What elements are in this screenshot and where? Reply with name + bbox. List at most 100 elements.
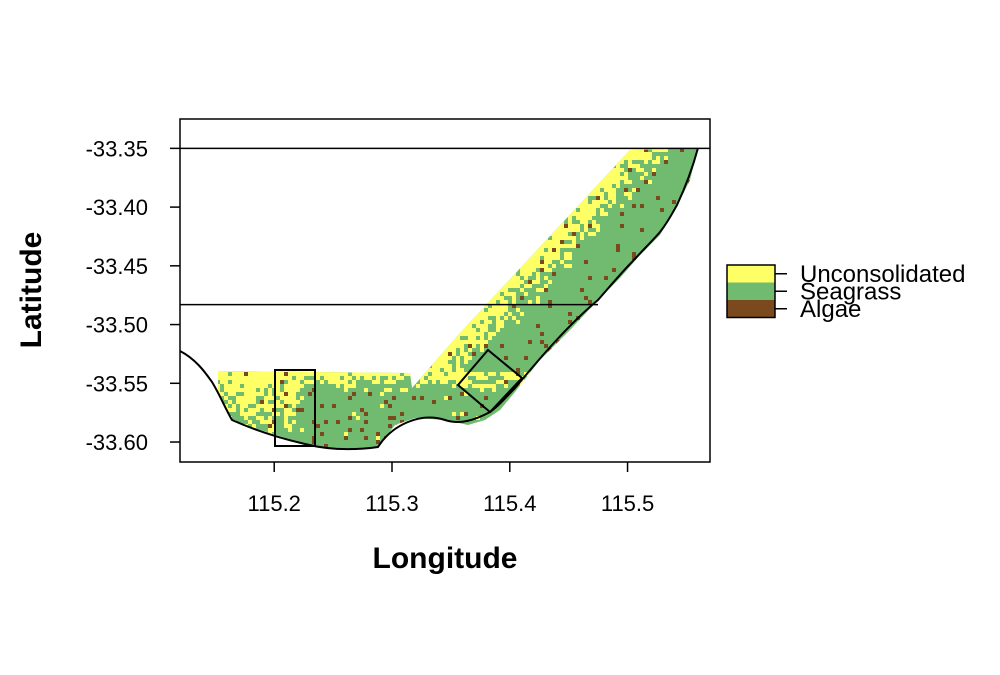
habitat-cell [300,360,304,364]
habitat-cell [232,200,236,204]
habitat-cell [564,236,568,240]
habitat-cell [348,184,352,188]
habitat-cell [472,160,476,164]
habitat-cell [308,220,312,224]
habitat-cell [404,328,408,332]
habitat-cell [444,284,448,288]
habitat-cell [504,260,508,264]
habitat-cell [336,204,340,208]
habitat-cell [440,208,444,212]
habitat-cell [320,152,324,156]
habitat-cell [592,140,596,144]
habitat-cell [540,192,544,196]
habitat-cell [260,324,264,328]
habitat-cell [268,312,272,316]
habitat-cell [600,212,604,216]
habitat-cell [348,320,352,324]
habitat-cell [388,188,392,192]
habitat-cell [392,348,396,352]
habitat-cell [452,268,456,272]
habitat-cell [276,244,280,248]
habitat-cell [388,140,392,144]
habitat-cell [436,288,440,292]
habitat-cell [368,320,372,324]
habitat-cell [372,212,376,216]
habitat-cell [324,312,328,316]
habitat-cell [304,344,308,348]
habitat-cell [240,356,244,360]
habitat-cell [476,268,480,272]
habitat-cell [340,316,344,320]
habitat-cell [384,284,388,288]
habitat-cell [220,328,224,332]
habitat-cell [548,216,552,220]
habitat-cell [448,156,452,160]
habitat-cell [404,348,408,352]
habitat-cell [500,256,504,260]
habitat-cell [480,184,484,188]
habitat-cell [284,172,288,176]
habitat-cell [532,160,536,164]
habitat-cell [384,340,388,344]
habitat-cell [480,228,484,232]
habitat-cell [536,224,540,228]
habitat-cell [228,200,232,204]
habitat-cell [668,356,672,360]
habitat-cell [308,144,312,148]
habitat-cell [436,280,440,284]
habitat-cell [544,256,548,260]
habitat-cell [312,292,316,296]
habitat-cell [464,204,468,208]
habitat-cell [248,244,252,248]
habitat-cell [580,236,584,240]
habitat-cell [240,292,244,296]
habitat-cell [240,244,244,248]
habitat-cell [292,264,296,268]
habitat-cell [292,208,296,212]
habitat-cell [280,156,284,160]
habitat-cell [232,332,236,336]
habitat-cell [616,144,620,148]
habitat-cell [364,248,368,252]
habitat-cell [224,140,228,144]
habitat-cell [300,264,304,268]
habitat-cell [584,348,588,352]
habitat-cell [412,204,416,208]
habitat-cell [568,164,572,168]
habitat-cell [256,244,260,248]
habitat-cell [424,276,428,280]
habitat-cell [376,228,380,232]
habitat-cell [460,316,464,320]
habitat-cell [380,328,384,332]
habitat-cell [500,324,504,328]
habitat-cell [228,300,232,304]
habitat-cell [356,204,360,208]
habitat-cell [484,312,488,316]
habitat-cell [404,276,408,280]
habitat-cell [684,332,688,336]
habitat-cell [520,228,524,232]
habitat-cell [340,344,344,348]
habitat-cell [536,208,540,212]
habitat-cell [212,312,216,316]
habitat-cell [336,324,340,328]
habitat-cell [396,312,400,316]
habitat-cell [360,188,364,192]
habitat-cell [396,344,400,348]
habitat-cell [308,344,312,348]
habitat-cell [400,228,404,232]
habitat-cell [308,260,312,264]
habitat-cell [364,312,368,316]
habitat-cell [248,280,252,284]
habitat-cell [420,292,424,296]
habitat-cell [452,248,456,252]
habitat-cell [248,156,252,160]
habitat-cell [320,324,324,328]
habitat-cell [424,232,428,236]
habitat-cell [240,152,244,156]
habitat-cell [424,360,428,364]
habitat-cell [252,176,256,180]
habitat-cell [404,300,408,304]
habitat-cell [212,172,216,176]
habitat-cell [364,352,368,356]
